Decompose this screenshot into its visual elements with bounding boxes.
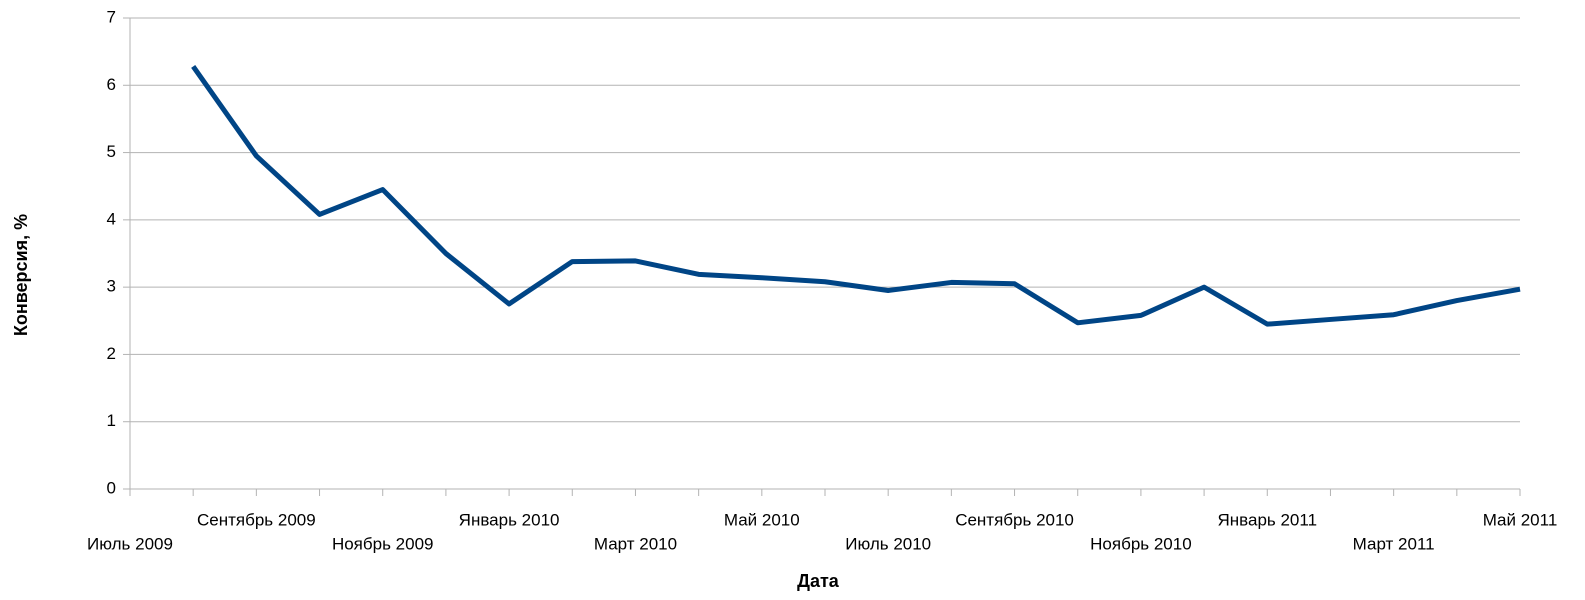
x-axis-label: Дата xyxy=(797,571,840,591)
data-line xyxy=(191,65,1521,327)
x-tick-label: Сентябрь 2009 xyxy=(197,510,316,529)
y-tick-label: 5 xyxy=(107,142,116,161)
x-tick-label: Июль 2009 xyxy=(87,534,173,553)
x-tick-label: Март 2010 xyxy=(594,534,677,553)
x-tick-label: Ноябрь 2009 xyxy=(332,534,434,553)
y-tick-label: 2 xyxy=(107,344,116,363)
x-tick-label: Январь 2011 xyxy=(1217,510,1317,529)
x-tick-label: Май 2011 xyxy=(1483,510,1558,529)
y-tick-label: 3 xyxy=(107,277,116,296)
y-tick-label: 7 xyxy=(107,7,116,26)
y-tick-label: 4 xyxy=(107,209,116,228)
y-tick-label: 0 xyxy=(107,478,116,497)
x-tick-label: Сентябрь 2010 xyxy=(955,510,1074,529)
x-tick-label: Май 2010 xyxy=(724,510,800,529)
y-axis-label: Конверсия, % xyxy=(11,214,31,336)
x-tick-label: Ноябрь 2010 xyxy=(1090,534,1192,553)
y-tick-label: 1 xyxy=(107,411,116,430)
x-tick-label: Январь 2010 xyxy=(459,510,560,529)
x-tick-label: Июль 2010 xyxy=(845,534,931,553)
x-tick-label: Март 2011 xyxy=(1353,534,1435,553)
y-tick-label: 6 xyxy=(107,75,116,94)
